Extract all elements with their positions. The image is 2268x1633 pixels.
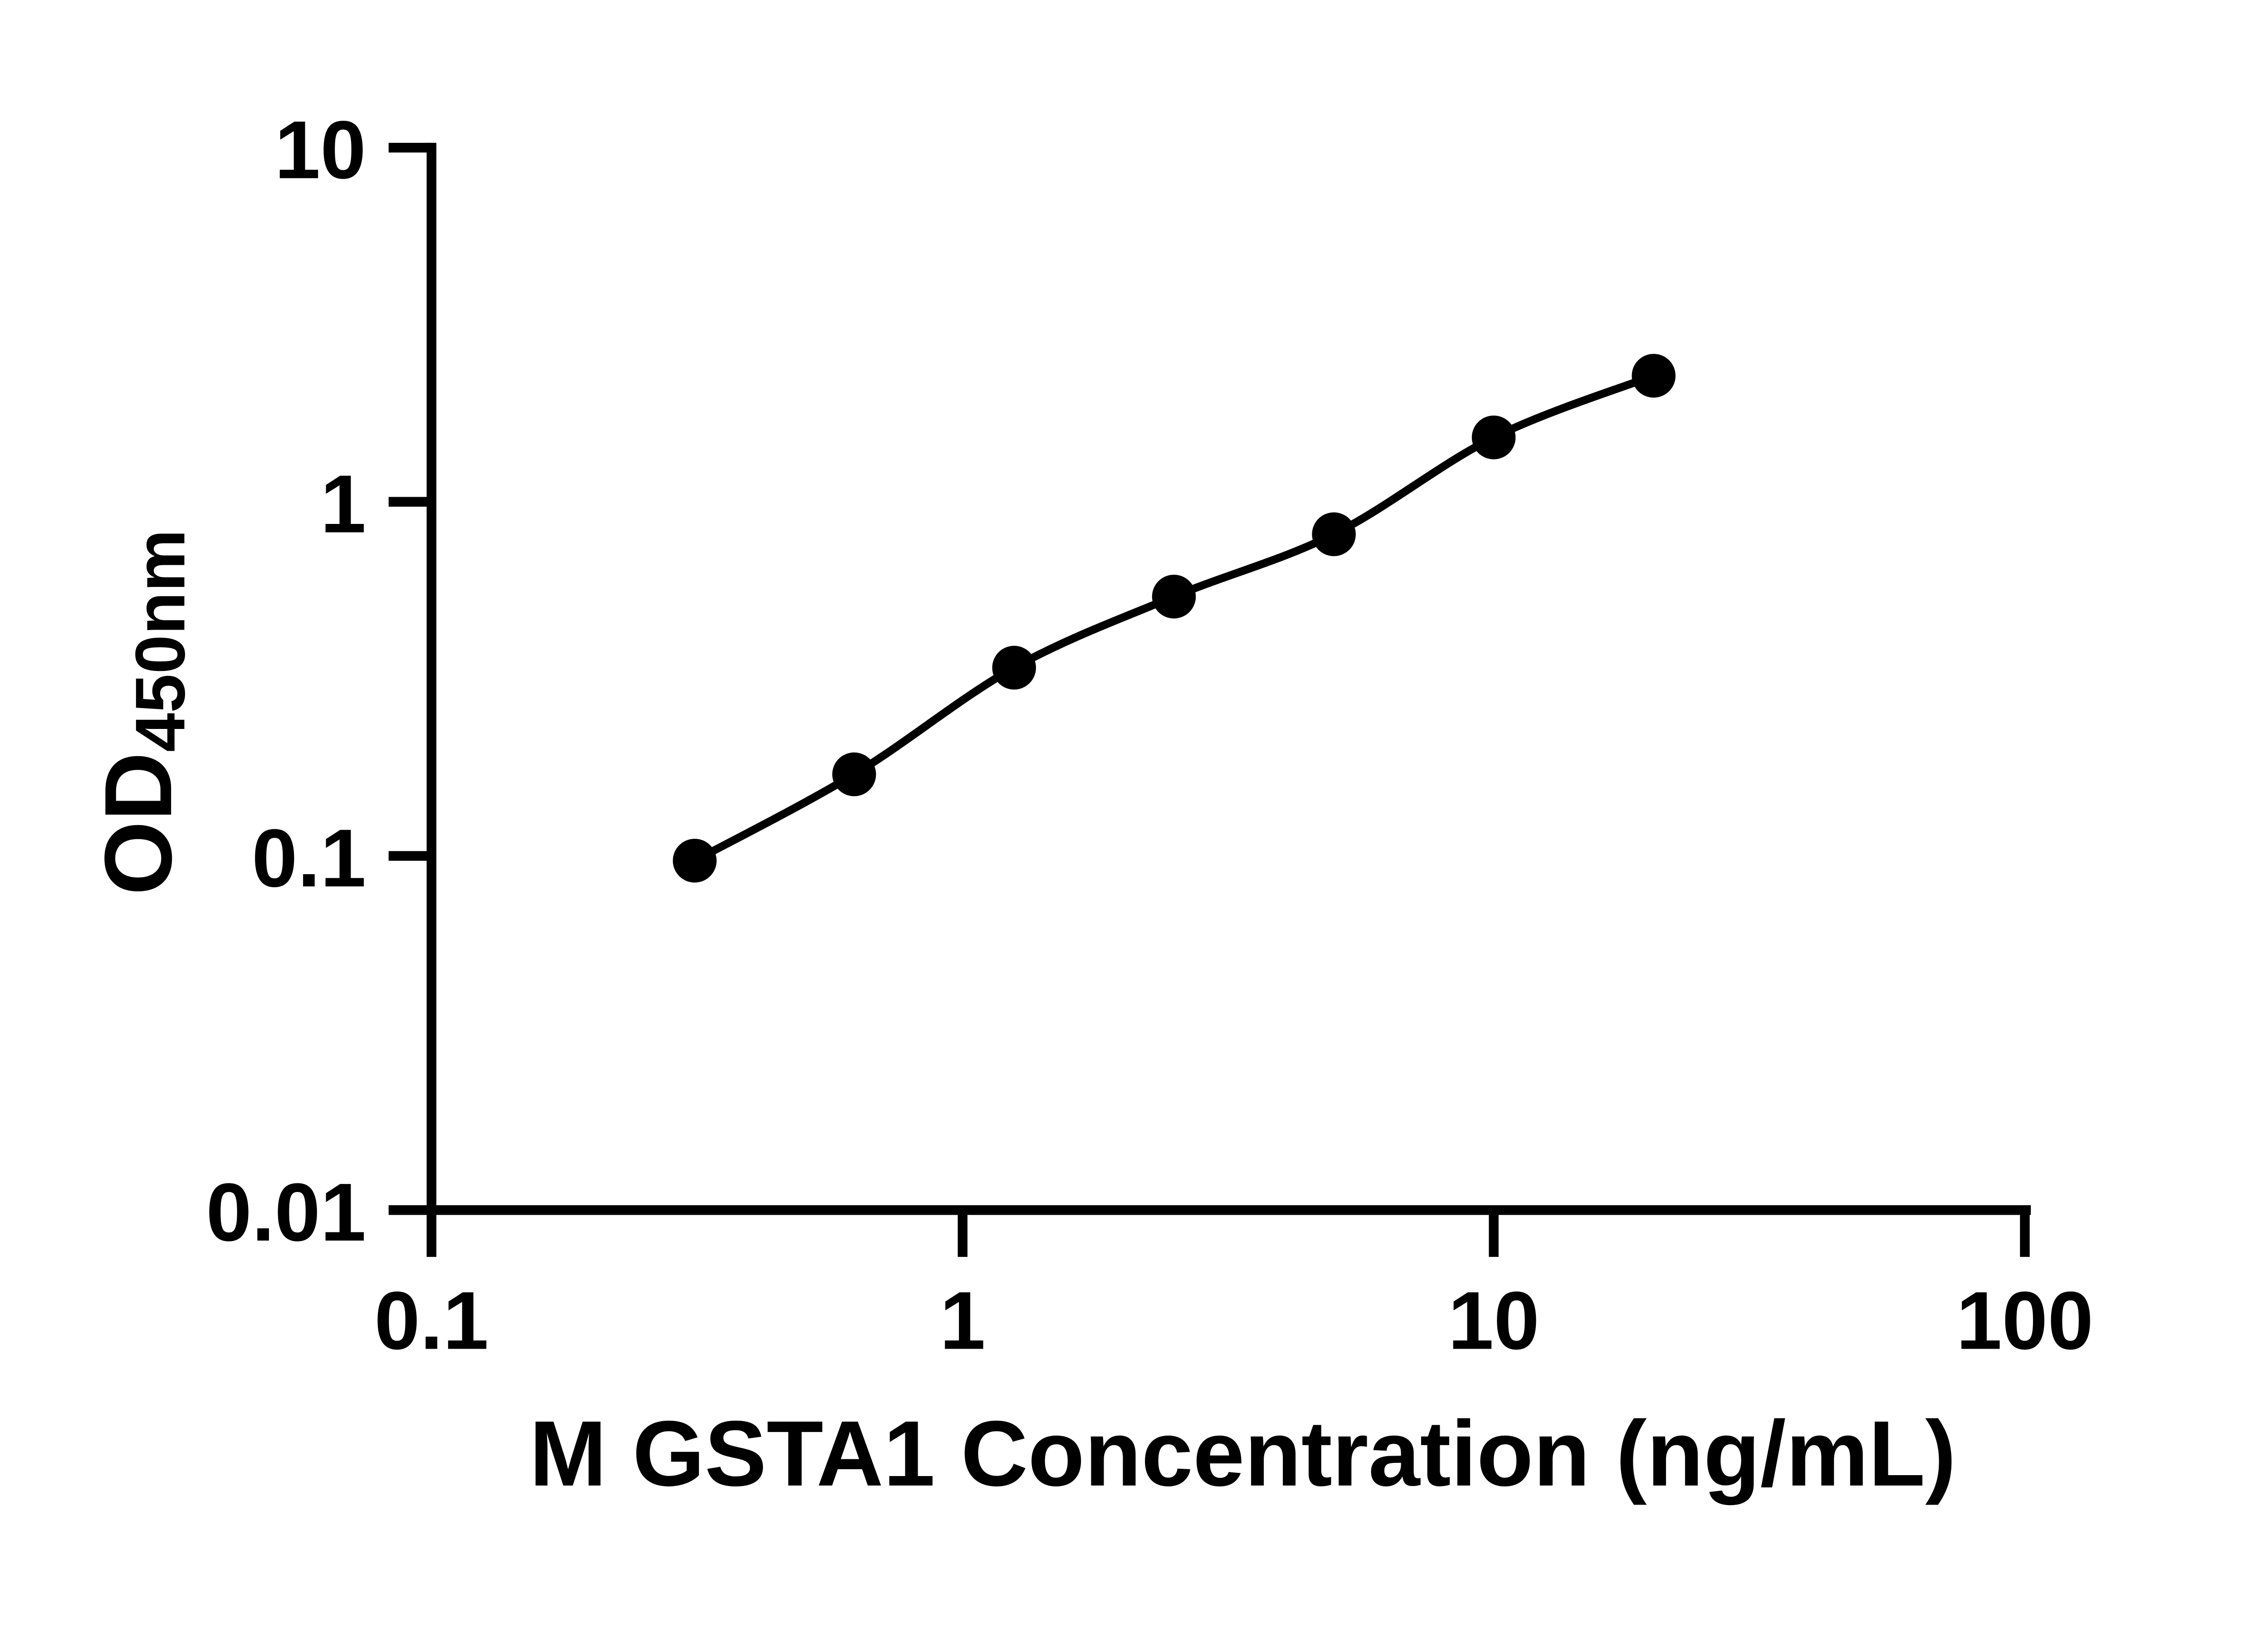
- x-tick-label-1: 1: [940, 1275, 986, 1367]
- elisa-standard-curve-figure: 10 1 0.1 0.01 0.1 1 10 100 M GSTA1 Concentratio…: [0, 0, 2268, 1592]
- data-point-5: [1312, 512, 1356, 557]
- x-tick-label-0.1: 0.1: [374, 1275, 489, 1367]
- data-point-4: [1152, 574, 1196, 619]
- data-point-6: [1471, 416, 1516, 460]
- x-tick-label-100: 100: [1956, 1275, 2093, 1367]
- y-axis-title-main: OD: [84, 752, 191, 895]
- axes: [426, 142, 2031, 1215]
- data-point-2: [832, 752, 876, 797]
- chart-background: [0, 0, 2268, 1592]
- y-tick-label-0.01: 0.01: [206, 1167, 366, 1258]
- data-series: [673, 354, 1676, 883]
- y-tick-label-1: 1: [320, 458, 366, 550]
- y-tick-label-10: 10: [274, 104, 366, 196]
- x-tick-label-10: 10: [1448, 1275, 1540, 1367]
- axis-ticks: [388, 142, 2030, 1257]
- y-axis-title: OD450nm: [84, 529, 199, 895]
- data-point-7: [1632, 354, 1676, 398]
- y-tick-label-0.1: 0.1: [252, 812, 366, 904]
- data-point-3: [992, 645, 1036, 690]
- data-point-1: [673, 839, 717, 883]
- x-axis-title: M GSTA1 Concentration (ng/mL): [529, 1402, 1956, 1506]
- y-axis-title-subscript: 450nm: [121, 529, 199, 752]
